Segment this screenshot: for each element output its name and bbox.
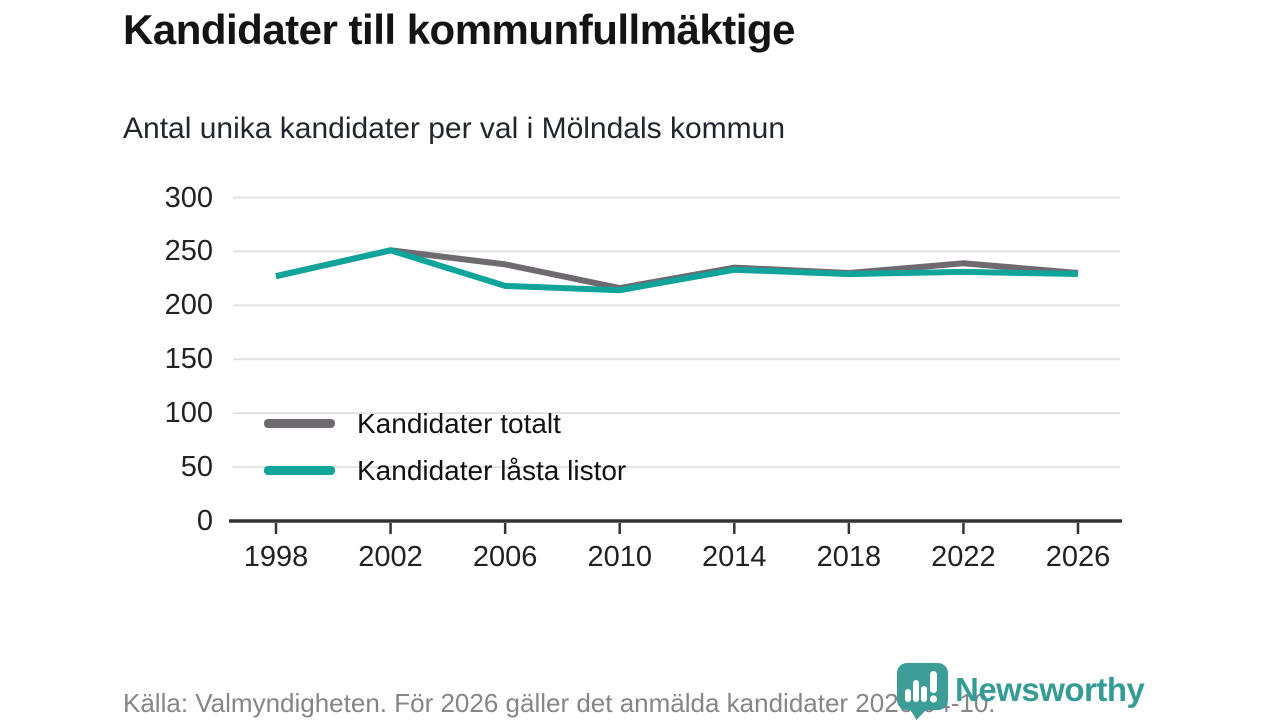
- legend-item-totalt: Kandidater totalt: [264, 400, 626, 447]
- x-axis-tick-label: 1998: [243, 541, 309, 573]
- x-axis-tick-label: 2014: [702, 541, 767, 573]
- y-axis-tick-label: 200: [164, 289, 213, 322]
- legend-label-totalt: Kandidater totalt: [357, 407, 561, 439]
- legend-swatch-gray: [264, 419, 335, 428]
- y-axis-tick-label: 250: [164, 235, 213, 268]
- x-axis-tick-label: 2022: [931, 541, 996, 573]
- newsworthy-logo-text: Newsworthy: [955, 671, 1145, 708]
- legend-label-lasta-listor: Kandidater låsta listor: [357, 454, 627, 486]
- x-axis-tick-label: 2006: [472, 541, 538, 573]
- chart-subtitle: Antal unika kandidater per val i Mölndal…: [123, 112, 786, 145]
- y-axis-tick-label: 100: [164, 397, 213, 430]
- x-axis-tick-label: 2026: [1045, 541, 1111, 573]
- source-note: Källa: Valmyndigheten. För 2026 gäller d…: [123, 688, 996, 718]
- x-axis-tick-label: 2010: [587, 541, 652, 573]
- series-line-1: [275, 247, 1079, 294]
- newsworthy-marker-icon: [897, 663, 948, 720]
- x-axis-tick-label: 2018: [816, 541, 882, 573]
- y-axis-tick-label: 300: [164, 181, 213, 214]
- x-axis-tick-label: 2002: [358, 541, 423, 573]
- y-axis-tick-label: 150: [164, 343, 213, 376]
- chart-title: Kandidater till kommunfullmäktige: [123, 6, 795, 53]
- chart-legend: Kandidater totalt Kandidater låsta listo…: [264, 400, 626, 494]
- y-axis-tick-label: 50: [180, 451, 213, 484]
- newsworthy-logo: Newsworthy: [897, 663, 1145, 720]
- legend-item-lasta-listor: Kandidater låsta listor: [264, 447, 626, 494]
- legend-swatch-teal: [264, 466, 335, 475]
- y-axis-tick-label: 0: [196, 505, 213, 537]
